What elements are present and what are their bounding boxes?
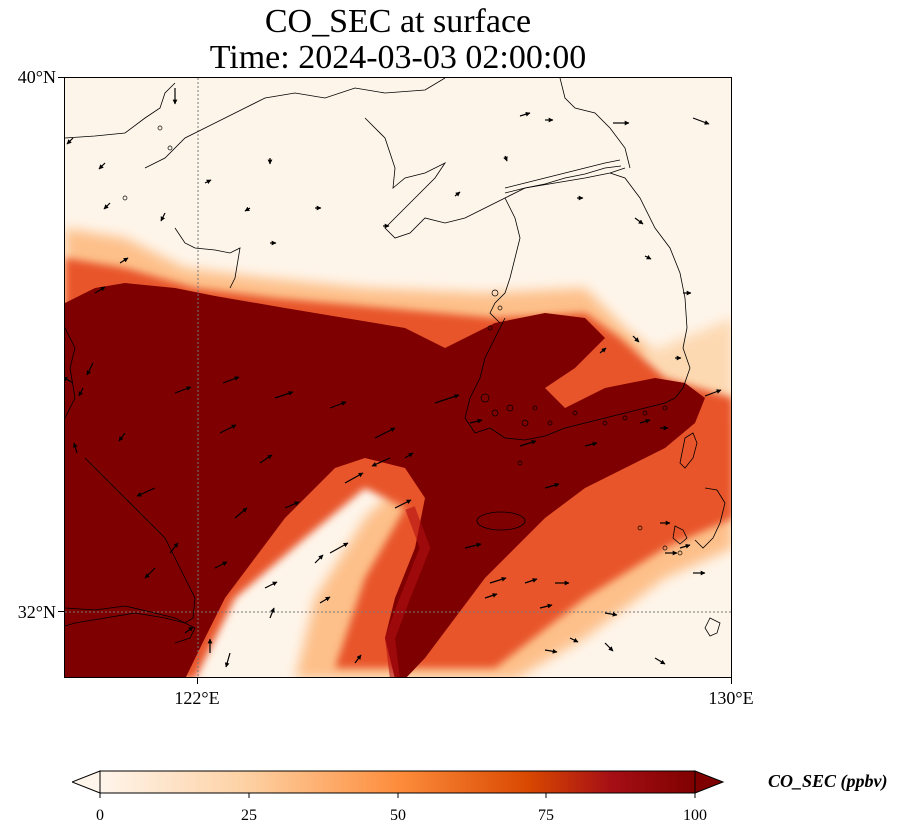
wind-vector-icon <box>72 442 78 454</box>
wind-vector-icon <box>704 389 722 397</box>
wind-vector-icon <box>354 654 362 664</box>
colorbar-min-extend <box>70 770 101 794</box>
wind-vector-icon <box>469 418 483 424</box>
colorbar-tick-75: 75 <box>538 807 554 824</box>
tick-130e <box>731 678 732 684</box>
wind-vector-icon <box>604 642 614 652</box>
wind-vector-icon <box>374 427 396 439</box>
wind-vector-icon <box>314 554 324 564</box>
wind-vector-icon <box>679 543 691 549</box>
wind-vector-icon <box>639 418 651 424</box>
colorbar-tick-50: 50 <box>390 807 406 824</box>
wind-vector-icon <box>519 111 531 117</box>
wind-vector-icon <box>344 472 364 484</box>
wind-vector-icon <box>654 657 666 665</box>
colorbar-tick-25: 25 <box>241 807 257 824</box>
plume-core <box>65 283 705 677</box>
wind-vector-icon <box>544 648 558 654</box>
wind-vector-icon <box>519 439 537 447</box>
tick-40n <box>58 77 64 78</box>
wind-vector-icon <box>169 542 179 554</box>
wind-vector-icon <box>544 482 560 489</box>
wind-vector-icon <box>632 335 640 343</box>
wind-vector-icon <box>244 206 251 212</box>
colorbar <box>70 770 726 809</box>
colorbar-max-extend <box>694 770 725 794</box>
map-title-line1: CO_SEC at surface <box>264 3 532 40</box>
wind-vector-icon <box>371 457 391 467</box>
wind-vector-icon <box>219 424 237 434</box>
tick-122e <box>197 678 198 684</box>
wind-vector-icon <box>204 179 212 185</box>
wind-vector-icon <box>503 155 508 162</box>
wind-vector-icon <box>269 607 275 619</box>
wind-vector-icon <box>259 454 273 464</box>
colorbar-label: CO_SEC (ppbv) <box>768 771 888 791</box>
wind-vector-icon <box>454 191 461 197</box>
wind-vector-icon <box>584 441 598 447</box>
wind-vector-icon <box>329 401 347 409</box>
wind-vector-icon <box>484 593 498 599</box>
wind-vector-icon <box>65 376 74 384</box>
wind-vector-icon <box>214 561 228 569</box>
lon-label-122e: 122°E <box>174 688 220 708</box>
wind-vector-icon <box>174 386 192 394</box>
wind-vector-icon <box>78 387 84 397</box>
wind-vector-icon <box>86 362 94 376</box>
wind-vector-icon <box>119 257 129 264</box>
wind-vector-icon <box>329 542 349 554</box>
islands <box>122 125 683 556</box>
wind-vector-icon <box>599 347 607 354</box>
colorbar-tick-100: 100 <box>683 807 707 824</box>
wind-vector-icon <box>434 394 460 404</box>
wind-vector-icon <box>319 596 331 604</box>
wind-vector-icon <box>184 626 194 634</box>
wind-vector-icon <box>604 611 618 617</box>
wind-vector-icon <box>234 507 248 519</box>
lon-label-130e: 130°E <box>708 688 754 708</box>
wind-vector-icon <box>539 603 553 609</box>
wind-vector-icon <box>222 376 240 384</box>
colorbar-gradient <box>99 770 696 794</box>
wind-vector-icon <box>404 452 414 459</box>
wind-vector-icon <box>394 499 412 509</box>
tick-32n <box>58 611 64 612</box>
wind-vector-icon <box>98 162 106 170</box>
wind-vector-icon <box>103 202 111 210</box>
map-title-line2: Time: 2024-03-03 02:00:00 <box>209 39 587 76</box>
wind-vector-icon <box>524 578 538 584</box>
wind-vector-icon <box>66 137 74 145</box>
colorbar-tick-0: 0 <box>96 807 104 824</box>
wind-vector-icon <box>118 432 126 442</box>
coastlines <box>65 78 726 644</box>
wind-vector-icon <box>569 637 579 643</box>
wind-vector-icon <box>136 487 156 497</box>
concentration-map <box>65 78 731 677</box>
colorbar-graphic <box>70 770 725 798</box>
map-panel <box>64 77 732 678</box>
wind-vector-icon <box>634 217 644 225</box>
wind-vector-icon <box>284 501 300 509</box>
wind-vector-icon <box>274 391 294 399</box>
wind-vector-icon <box>489 576 507 584</box>
plume-edge <box>384 506 431 677</box>
wind-vector-icon <box>144 567 156 579</box>
wind-vector-icon <box>464 542 482 549</box>
wind-vectors <box>65 88 722 668</box>
lat-label-32n: 32°N <box>17 602 56 622</box>
wind-vector-icon <box>224 652 231 668</box>
lat-label-40n: 40°N <box>17 67 56 87</box>
wind-vector-icon <box>264 581 278 589</box>
wind-vector-icon <box>94 286 106 294</box>
wind-vector-icon <box>160 212 166 222</box>
wind-vector-icon <box>644 254 652 260</box>
wind-vector-icon <box>692 117 710 125</box>
